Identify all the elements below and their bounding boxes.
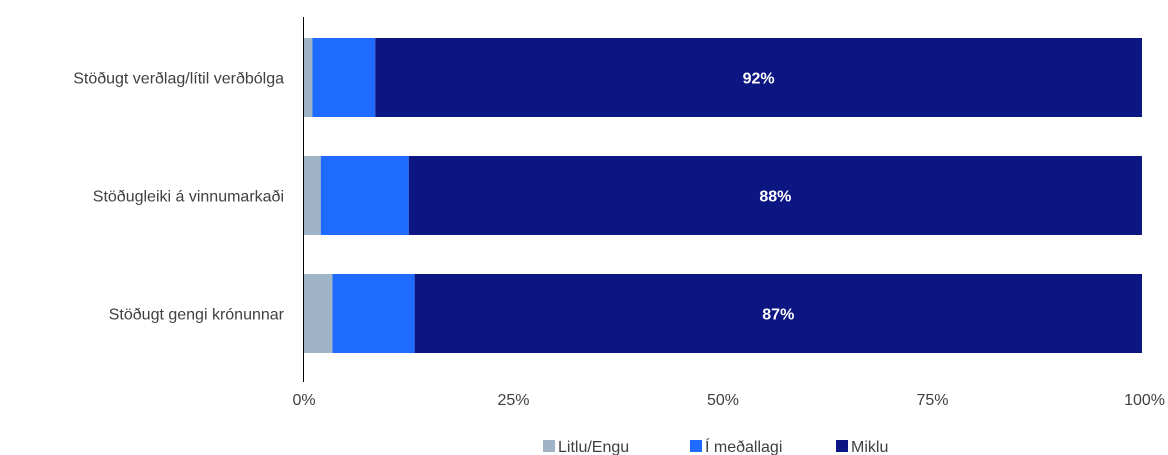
bars-layer: 92% 88% 87% — [304, 38, 1143, 353]
legend-label-1: Litlu/Engu — [558, 439, 629, 455]
data-label-row-3: 87% — [762, 307, 794, 324]
bar-segment-3-row-1 — [375, 38, 1143, 117]
legend-swatch-3 — [836, 440, 848, 452]
x-tick-labels: 0% 25% 50% 75% 100% — [292, 392, 1165, 409]
x-tick-label-4: 75% — [916, 392, 948, 409]
bar-segment-3-row-3 — [414, 274, 1143, 353]
bar-segment-1-row-2 — [304, 156, 321, 235]
data-label-row-1: 92% — [743, 71, 775, 88]
bar-segment-1-row-3 — [304, 274, 333, 353]
x-tick-label-5: 100% — [1124, 392, 1165, 409]
legend-label-3: Miklu — [851, 439, 888, 455]
category-label-3: Stöðugt gengi krónunnar — [109, 307, 285, 324]
bar-segment-3-row-2 — [408, 156, 1142, 235]
category-labels: Stöðugt verðlag/lítil verðbólga Stöðuglei… — [73, 71, 284, 324]
bar-segment-2-row-3 — [332, 274, 415, 353]
data-label-row-2: 88% — [759, 189, 791, 206]
bar-segment-2-row-2 — [320, 156, 409, 235]
x-tick-label-1: 0% — [292, 392, 315, 409]
bar-segment-2-row-1 — [312, 38, 376, 117]
bar-segment-1-row-1 — [304, 38, 313, 117]
x-tick-label-2: 25% — [497, 392, 529, 409]
legend-label-2: Í meðallagi — [705, 437, 782, 455]
category-label-1: Stöðugt verðlag/lítil verðbólga — [73, 71, 284, 88]
legend: Litlu/Engu Í meðallagi Miklu — [543, 437, 888, 455]
legend-swatch-2 — [690, 440, 702, 452]
x-tick-label-3: 50% — [707, 392, 739, 409]
category-label-2: Stöðugleiki á vinnumarkaði — [93, 189, 284, 206]
legend-swatch-1 — [543, 440, 555, 452]
